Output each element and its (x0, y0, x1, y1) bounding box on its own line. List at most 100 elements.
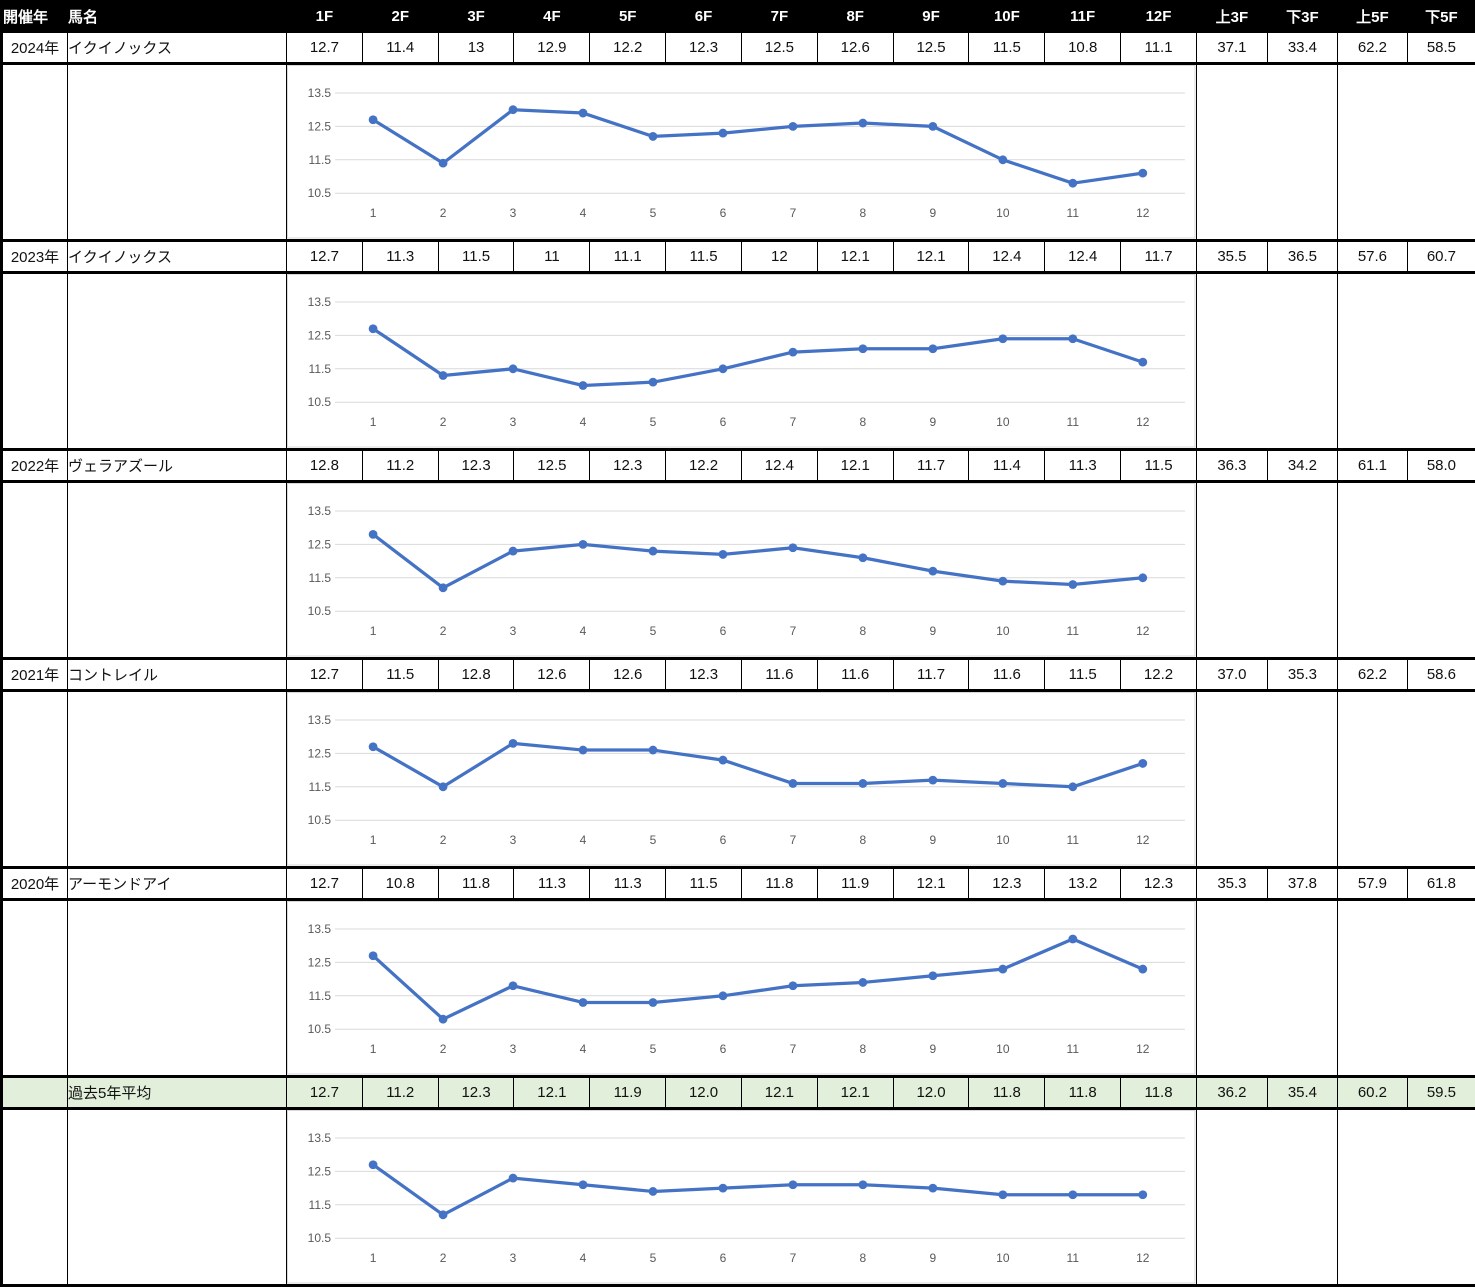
section-cell-u5f[interactable]: 57.6 (1337, 241, 1407, 273)
lap-cell-f3[interactable]: 12.8 (438, 659, 514, 691)
section-cell-d3f[interactable]: 35.3 (1267, 659, 1337, 691)
lap-cell-f9[interactable]: 11.7 (893, 450, 969, 482)
lap-cell-f6[interactable]: 12.3 (666, 659, 742, 691)
lap-cell-f4[interactable]: 12.6 (514, 659, 590, 691)
lap-cell-f7[interactable]: 12.1 (741, 1077, 817, 1109)
empty-3f-section-cell[interactable] (1196, 273, 1337, 450)
lap-cell-f12[interactable]: 11.8 (1121, 1077, 1197, 1109)
section-cell-u5f[interactable]: 60.2 (1337, 1077, 1407, 1109)
lap-cell-f1[interactable]: 12.7 (287, 32, 363, 64)
horse-name-cell[interactable]: アーモンドアイ (68, 868, 287, 900)
lap-cell-f8[interactable]: 11.9 (817, 868, 893, 900)
lap-cell-f2[interactable]: 11.3 (362, 241, 438, 273)
section-cell-u5f[interactable]: 57.9 (1337, 868, 1407, 900)
lap-cell-f8[interactable]: 12.1 (817, 1077, 893, 1109)
section-cell-u5f[interactable]: 62.2 (1337, 32, 1407, 64)
lap-cell-f8[interactable]: 12.1 (817, 450, 893, 482)
lap-cell-f2[interactable]: 11.4 (362, 32, 438, 64)
lap-cell-f12[interactable]: 12.3 (1121, 868, 1197, 900)
lap-cell-f3[interactable]: 11.5 (438, 241, 514, 273)
lap-cell-f10[interactable]: 11.6 (969, 659, 1045, 691)
column-header-horse[interactable]: 馬名 (68, 2, 287, 32)
lap-cell-f9[interactable]: 12.1 (893, 241, 969, 273)
section-cell-u3f[interactable]: 37.1 (1196, 32, 1267, 64)
empty-horse-cell[interactable] (68, 1109, 287, 1286)
lap-cell-f1[interactable]: 12.7 (287, 241, 363, 273)
section-cell-d5f[interactable]: 58.0 (1407, 450, 1475, 482)
year-cell[interactable]: 2022年 (2, 450, 68, 482)
lap-cell-f5[interactable]: 12.6 (590, 659, 666, 691)
lap-cell-f12[interactable]: 11.5 (1121, 450, 1197, 482)
column-header-f12[interactable]: 12F (1121, 2, 1197, 32)
empty-5f-section-cell[interactable] (1337, 273, 1475, 450)
lap-cell-f4[interactable]: 12.1 (514, 1077, 590, 1109)
lap-cell-f11[interactable]: 10.8 (1045, 32, 1121, 64)
section-cell-d3f[interactable]: 35.4 (1267, 1077, 1337, 1109)
column-header-f6[interactable]: 6F (666, 2, 742, 32)
empty-horse-cell[interactable] (68, 482, 287, 659)
lap-cell-f9[interactable]: 11.7 (893, 659, 969, 691)
section-cell-d3f[interactable]: 33.4 (1267, 32, 1337, 64)
year-cell[interactable]: 2024年 (2, 32, 68, 64)
column-header-f4[interactable]: 4F (514, 2, 590, 32)
lap-cell-f6[interactable]: 11.5 (666, 241, 742, 273)
lap-cell-f6[interactable]: 12.2 (666, 450, 742, 482)
year-cell[interactable] (2, 1077, 68, 1109)
year-cell[interactable]: 2023年 (2, 241, 68, 273)
lap-cell-f10[interactable]: 12.4 (969, 241, 1045, 273)
lap-cell-f7[interactable]: 12.5 (741, 32, 817, 64)
section-cell-d5f[interactable]: 58.5 (1407, 32, 1475, 64)
empty-5f-section-cell[interactable] (1337, 64, 1475, 241)
lap-cell-f9[interactable]: 12.1 (893, 868, 969, 900)
lap-cell-f9[interactable]: 12.0 (893, 1077, 969, 1109)
lap-cell-f4[interactable]: 11 (514, 241, 590, 273)
section-cell-u5f[interactable]: 61.1 (1337, 450, 1407, 482)
year-cell[interactable]: 2020年 (2, 868, 68, 900)
lap-cell-f7[interactable]: 11.8 (741, 868, 817, 900)
section-cell-u3f[interactable]: 36.3 (1196, 450, 1267, 482)
lap-cell-f8[interactable]: 12.6 (817, 32, 893, 64)
empty-year-cell[interactable] (2, 482, 68, 659)
lap-cell-f11[interactable]: 11.3 (1045, 450, 1121, 482)
empty-3f-section-cell[interactable] (1196, 1109, 1337, 1286)
lap-cell-f1[interactable]: 12.8 (287, 450, 363, 482)
column-header-f10[interactable]: 10F (969, 2, 1045, 32)
empty-year-cell[interactable] (2, 900, 68, 1077)
horse-name-cell[interactable]: 過去5年平均 (68, 1077, 287, 1109)
section-cell-d5f[interactable]: 60.7 (1407, 241, 1475, 273)
lap-cell-f1[interactable]: 12.7 (287, 1077, 363, 1109)
lap-cell-f2[interactable]: 11.2 (362, 1077, 438, 1109)
section-cell-u3f[interactable]: 35.5 (1196, 241, 1267, 273)
empty-5f-section-cell[interactable] (1337, 1109, 1475, 1286)
lap-cell-f3[interactable]: 13 (438, 32, 514, 64)
column-header-f8[interactable]: 8F (817, 2, 893, 32)
lap-cell-f10[interactable]: 11.5 (969, 32, 1045, 64)
lap-cell-f6[interactable]: 12.3 (666, 32, 742, 64)
lap-cell-f1[interactable]: 12.7 (287, 868, 363, 900)
empty-horse-cell[interactable] (68, 273, 287, 450)
lap-cell-f7[interactable]: 12 (741, 241, 817, 273)
empty-horse-cell[interactable] (68, 64, 287, 241)
lap-cell-f7[interactable]: 11.6 (741, 659, 817, 691)
lap-cell-f10[interactable]: 11.8 (969, 1077, 1045, 1109)
horse-name-cell[interactable]: コントレイル (68, 659, 287, 691)
empty-3f-section-cell[interactable] (1196, 482, 1337, 659)
empty-5f-section-cell[interactable] (1337, 482, 1475, 659)
lap-cell-f4[interactable]: 12.5 (514, 450, 590, 482)
lap-cell-f9[interactable]: 12.5 (893, 32, 969, 64)
section-cell-d3f[interactable]: 37.8 (1267, 868, 1337, 900)
lap-cell-f2[interactable]: 11.2 (362, 450, 438, 482)
column-header-d5f[interactable]: 下5F (1407, 2, 1475, 32)
lap-cell-f6[interactable]: 11.5 (666, 868, 742, 900)
empty-3f-section-cell[interactable] (1196, 900, 1337, 1077)
lap-cell-f5[interactable]: 12.2 (590, 32, 666, 64)
lap-cell-f10[interactable]: 11.4 (969, 450, 1045, 482)
lap-cell-f11[interactable]: 12.4 (1045, 241, 1121, 273)
lap-cell-f11[interactable]: 11.8 (1045, 1077, 1121, 1109)
section-cell-d5f[interactable]: 61.8 (1407, 868, 1475, 900)
